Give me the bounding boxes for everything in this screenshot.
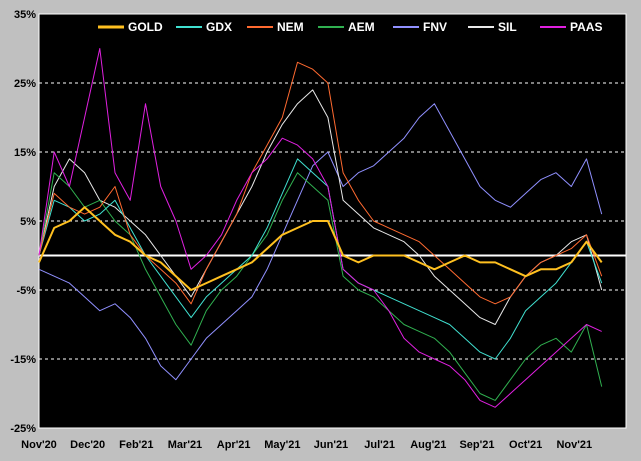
x-tick-label: Mar'21 <box>168 439 202 451</box>
legend-label-nem: NEM <box>277 20 304 34</box>
x-tick-label: Aug'21 <box>410 439 446 451</box>
y-tick-label: 5% <box>20 216 36 228</box>
grid <box>39 82 626 360</box>
y-axis-ticks: 35% 25% 15% 5% -5% -15% -25% <box>10 9 36 435</box>
series-line-gdx <box>38 158 603 360</box>
y-tick-label: 25% <box>14 78 36 90</box>
legend-label-sil: SIL <box>498 20 517 34</box>
y-tick-label: -25% <box>10 423 36 435</box>
legend-label-paas: PAAS <box>570 20 602 34</box>
x-tick-label: Oct'21 <box>509 439 542 451</box>
legend-label-aem: AEM <box>348 20 375 34</box>
x-axis-ticks: Nov'20 Dec'20 Feb'21 Mar'21 Apr'21 May'21 Jun'… <box>21 439 592 451</box>
series-line-paas <box>38 48 602 408</box>
legend-label-gold: GOLD <box>128 20 163 34</box>
y-tick-label: -15% <box>10 354 36 366</box>
x-tick-label: Apr'21 <box>217 439 251 451</box>
y-tick-label: 15% <box>14 147 36 159</box>
x-tick-label: May'21 <box>264 439 300 451</box>
y-tick-label: 35% <box>14 9 36 21</box>
x-tick-label: Jul'21 <box>364 439 395 451</box>
legend-label-gdx: GDX <box>206 20 232 34</box>
y-tick-label: -5% <box>16 285 36 297</box>
x-tick-label: Nov'20 <box>21 439 57 451</box>
series-line-gold <box>38 206 603 291</box>
series-line-aem <box>38 172 603 401</box>
x-tick-label: Sep'21 <box>459 439 494 451</box>
x-tick-label: Feb'21 <box>119 439 153 451</box>
series-line-fnv <box>38 103 603 381</box>
series-line-nem <box>38 61 603 305</box>
legend: GOLD GDX NEM AEM FNV SIL PAAS <box>98 20 602 34</box>
x-tick-label: Jun'21 <box>314 439 348 451</box>
x-tick-label: Nov'21 <box>556 439 592 451</box>
series-lines <box>38 48 603 408</box>
series-line-sil <box>38 89 603 325</box>
x-tick-label: Dec'20 <box>70 439 105 451</box>
legend-label-fnv: FNV <box>423 20 447 34</box>
